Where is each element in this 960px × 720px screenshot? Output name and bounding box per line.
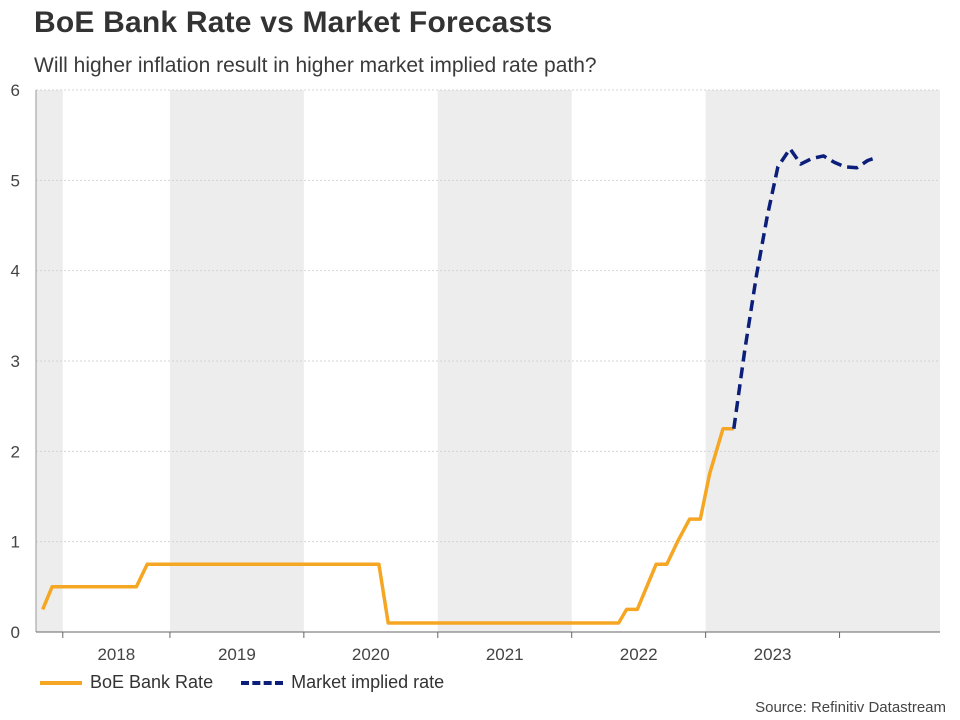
y-tick-label-4: 4 [11,262,20,281]
series-line-market-implied-rate [732,146,874,430]
y-tick-label-2: 2 [11,442,20,461]
series-line-bank-rate [41,427,734,625]
y-tick-label-6: 6 [11,81,20,100]
y-tick-label-5: 5 [11,171,20,190]
y-tick-label-3: 3 [11,352,20,371]
x-tick-label-2019: 2019 [218,645,256,664]
y-tick-label-0: 0 [11,623,20,642]
x-tick-label-2020: 2020 [352,645,390,664]
x-tick-label-2022: 2022 [620,645,658,664]
chart-title: BoE Bank Rate vs Market Forecasts [34,6,553,39]
x-tick-label-2018: 2018 [97,645,135,664]
chart-legend: BoE Bank Rate Market implied rate [40,672,472,693]
legend-label-market-rate: Market implied rate [291,672,445,692]
legend-item-bank-rate: BoE Bank Rate [40,672,213,693]
source-note: Source: Refinitiv Datastream [755,699,946,716]
legend-label-bank-rate: BoE Bank Rate [90,672,214,692]
x-tick-label-2021: 2021 [486,645,524,664]
x-tick-label-2023: 2023 [754,645,792,664]
legend-swatch-market-rate [241,680,284,685]
chart-subtitle: Will higher inflation result in higher m… [34,54,597,77]
legend-item-market-rate: Market implied rate [241,672,444,693]
legend-swatch-bank-rate [40,680,82,685]
y-tick-label-1: 1 [11,533,20,552]
